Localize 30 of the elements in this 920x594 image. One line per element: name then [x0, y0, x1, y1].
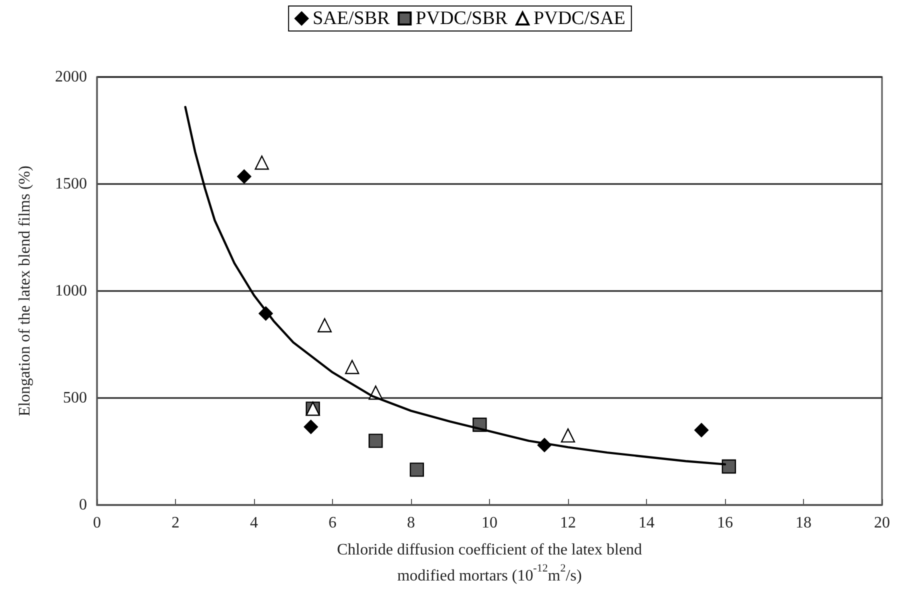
- point: [345, 360, 360, 374]
- point: [318, 318, 332, 332]
- x-tick-label: 0: [93, 514, 101, 532]
- x-tick-label: 2: [172, 514, 180, 532]
- x-tick-label: 18: [796, 514, 812, 532]
- point: [410, 462, 424, 477]
- x-tick-label: 12: [560, 514, 576, 532]
- legend-label: SAE/SBR: [312, 8, 390, 29]
- x-tick-label: 4: [250, 514, 258, 532]
- x-tick-label: 16: [717, 514, 733, 532]
- x-tick-label: 6: [328, 514, 336, 532]
- y-tick-label: 0: [79, 496, 87, 514]
- y-tick-label: 1000: [55, 282, 87, 300]
- x-tick-label: 10: [482, 514, 498, 532]
- point: [694, 423, 709, 438]
- x-tick-label: 8: [407, 514, 415, 532]
- point: [722, 459, 736, 474]
- y-tick-label: 1500: [55, 176, 87, 192]
- point: [237, 169, 252, 184]
- legend-label: PVDC/SBR: [416, 8, 508, 29]
- point: [368, 434, 383, 448]
- point: [560, 428, 576, 443]
- point: [254, 156, 269, 170]
- point: [304, 420, 318, 434]
- x-tick-label: 14: [638, 514, 654, 532]
- y-tick-label: 500: [63, 390, 87, 406]
- y-axis-title: Elongation of the latex blend films (%): [16, 166, 34, 416]
- legend-label: PVDC/SAE: [534, 8, 626, 29]
- x-tick-label: 20: [874, 514, 890, 532]
- y-tick-label: 2000: [55, 68, 87, 86]
